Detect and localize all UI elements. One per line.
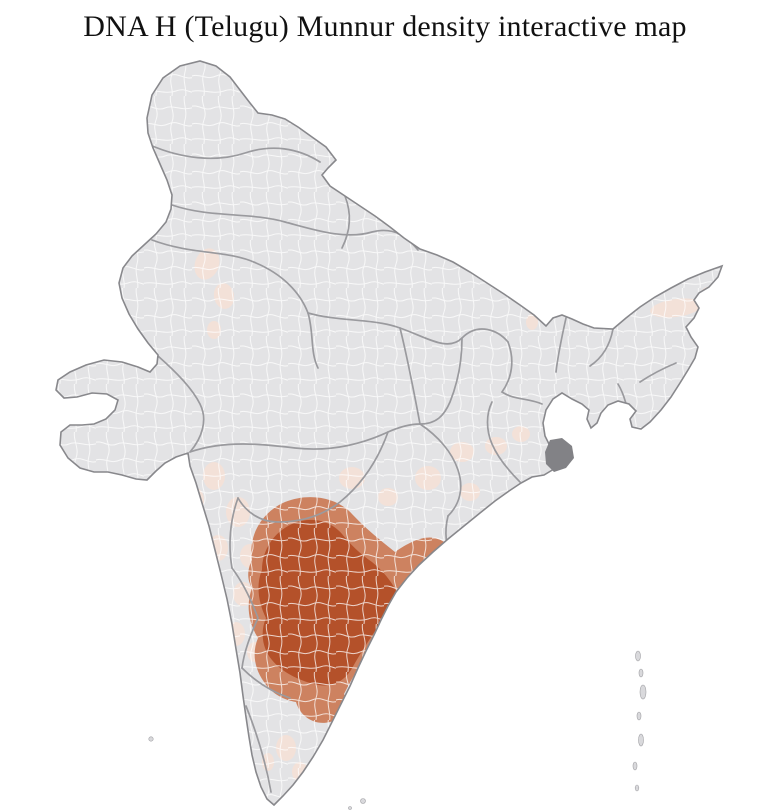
island-chain[interactable] [632,650,647,792]
state-borders [149,144,677,793]
district-borders-overlay [56,61,722,805]
low-density-district[interactable] [164,461,189,504]
map-title: DNA H (Telugu) Munnur density interactiv… [83,10,687,43]
neighbor-territory [545,438,574,472]
small-islands[interactable] [148,736,366,810]
